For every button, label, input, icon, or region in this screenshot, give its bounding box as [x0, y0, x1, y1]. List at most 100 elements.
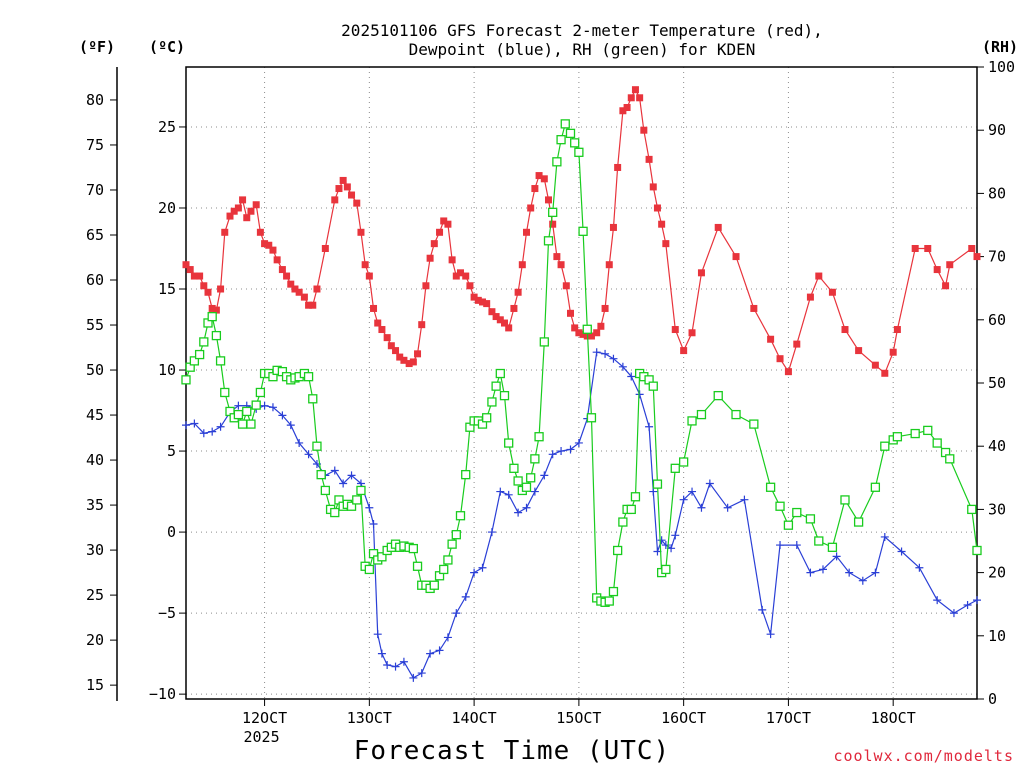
- temperature-point: [566, 309, 574, 317]
- temperature-point: [440, 217, 448, 225]
- rh-point: [608, 586, 619, 597]
- dewpoint-point: [365, 503, 374, 512]
- temperature-point: [575, 329, 583, 337]
- dewpoint-point: [182, 421, 190, 430]
- dewpoint-point: [530, 487, 539, 496]
- rh-point: [696, 409, 707, 420]
- rh-point: [586, 413, 597, 423]
- dewpoint-point: [377, 649, 386, 658]
- axes: [110, 66, 984, 706]
- temperature-point: [535, 172, 543, 180]
- rh-point: [330, 507, 340, 518]
- temperature-point: [422, 282, 430, 290]
- rh-point: [945, 454, 955, 464]
- rh-point: [560, 119, 570, 129]
- temperature-point: [221, 228, 229, 236]
- rh-point: [749, 419, 759, 429]
- rh-point: [242, 406, 252, 417]
- rh-point: [792, 507, 802, 518]
- dewpoint-point: [871, 568, 880, 577]
- temperature-point: [549, 220, 557, 228]
- rh-point: [670, 463, 680, 473]
- rh-point: [220, 387, 230, 398]
- temperature-point: [911, 244, 919, 252]
- temperature-point: [226, 212, 234, 220]
- temperature-point: [278, 266, 286, 274]
- fahrenheit-unit-label: (ºF): [79, 38, 115, 56]
- rh-point: [661, 564, 671, 575]
- rh-point: [678, 457, 689, 467]
- rh-point: [408, 543, 418, 554]
- temperature-point: [186, 266, 194, 274]
- rh-point: [530, 454, 540, 464]
- temperature-point: [544, 196, 552, 204]
- dewpoint-point: [806, 568, 815, 577]
- temperature-point: [474, 296, 482, 304]
- rh-point: [487, 397, 497, 407]
- temperature-point: [234, 204, 242, 212]
- temperature-point: [309, 301, 317, 309]
- rh-point: [352, 495, 362, 505]
- temperature-point: [396, 353, 404, 361]
- credit-text: coolwx.com/modelts: [833, 747, 1014, 765]
- dewpoint-point: [391, 662, 400, 671]
- dewpoint-point: [679, 495, 688, 504]
- rh-point: [652, 479, 663, 489]
- dewpoint-point: [268, 403, 277, 412]
- dewpoint-point: [973, 596, 981, 605]
- fahrenheit-tick-label: 55: [86, 316, 104, 334]
- rh-point: [251, 400, 261, 410]
- celsius-tick-label: 10: [158, 361, 176, 379]
- temperature-point: [540, 175, 548, 183]
- temperature-point: [444, 220, 452, 228]
- rh-point: [356, 485, 366, 496]
- temperature-point: [579, 330, 587, 338]
- temperature-point: [313, 285, 321, 293]
- temperature-point: [321, 244, 329, 252]
- dewpoint-line: [185, 351, 978, 679]
- temperature-point: [230, 207, 238, 215]
- rh-point: [543, 236, 554, 246]
- rh-point: [412, 561, 423, 571]
- temperature-point: [339, 176, 347, 184]
- dewpoint-point: [740, 495, 749, 504]
- dewpoint-point: [304, 450, 313, 459]
- rh-point: [612, 545, 623, 556]
- dewpoint-point: [915, 563, 924, 572]
- rh-point: [556, 135, 566, 145]
- dewpoint-point: [792, 541, 801, 550]
- rh-point: [181, 375, 191, 385]
- dewpoint-point: [818, 565, 827, 574]
- temperature-point: [348, 191, 356, 199]
- dewpoint-point: [504, 490, 513, 499]
- rh-tick-label: 20: [988, 564, 1006, 582]
- celsius-tick-label: 5: [167, 442, 176, 460]
- dewpoint-point: [858, 576, 867, 585]
- data-series: [181, 86, 982, 682]
- rh-point: [509, 463, 519, 473]
- temperature-point: [405, 360, 413, 368]
- rh-point: [237, 419, 248, 429]
- temperature-point: [414, 350, 422, 358]
- rh-point: [377, 552, 387, 562]
- temperature-point: [252, 201, 260, 209]
- fahrenheit-tick-label: 80: [86, 91, 104, 109]
- series-temperature: [182, 86, 981, 377]
- rh-unit-label: (RH): [982, 38, 1018, 56]
- temperature-point: [295, 288, 303, 296]
- rh-point: [451, 530, 461, 540]
- temperature-point: [806, 293, 814, 301]
- rh-point: [439, 564, 449, 575]
- fahrenheit-tick-label: 45: [86, 406, 104, 424]
- fahrenheit-tick-label: 30: [86, 541, 104, 559]
- temperature-point: [256, 228, 264, 236]
- dewpoint-point: [766, 630, 775, 639]
- rh-point: [932, 438, 942, 448]
- temperature-point: [430, 240, 438, 248]
- temperature-point: [204, 288, 212, 296]
- rh-point: [880, 441, 890, 451]
- dewpoint-point: [452, 609, 461, 618]
- dewpoint-point: [697, 503, 706, 512]
- rh-point: [316, 469, 326, 480]
- temperature-point: [631, 86, 639, 94]
